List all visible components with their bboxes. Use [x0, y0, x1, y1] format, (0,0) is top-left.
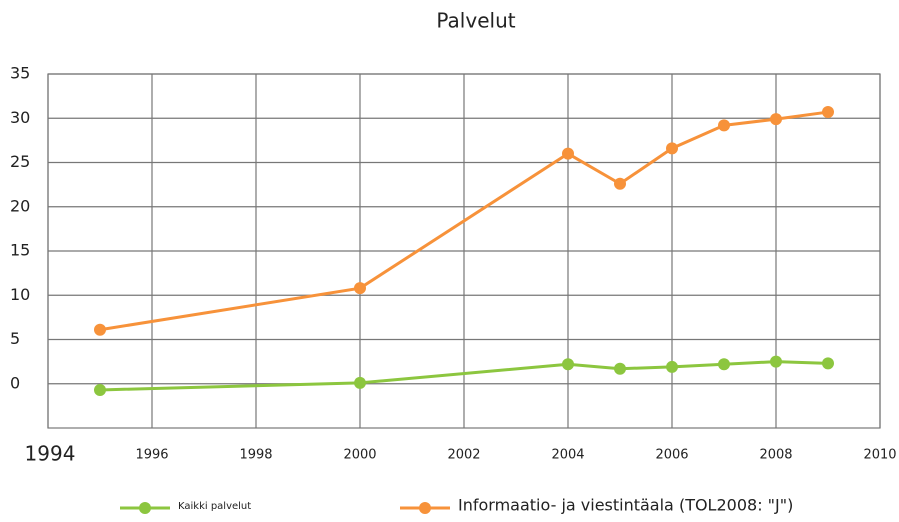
data-point: [614, 177, 626, 190]
data-point: [822, 357, 834, 370]
data-point: [614, 362, 626, 375]
legend-label: Kaikki palvelut: [178, 501, 251, 512]
y-tick-label: 5: [10, 329, 20, 348]
data-point: [718, 119, 730, 132]
legend-marker: [419, 502, 431, 514]
x-tick-label: 1998: [239, 448, 272, 463]
data-point: [354, 282, 366, 295]
data-point: [562, 147, 574, 160]
series-line: [99, 360, 829, 392]
data-point: [666, 142, 678, 155]
y-tick-label: 15: [10, 241, 30, 260]
data-point: [94, 383, 106, 396]
x-tick-label: 2000: [343, 448, 376, 463]
x-tick-label: 1996: [135, 448, 168, 463]
y-tick-label: 20: [10, 196, 30, 215]
y-tick-label: 35: [10, 64, 30, 83]
y-tick-label: 25: [10, 152, 30, 171]
data-point: [770, 355, 782, 368]
data-point: [94, 323, 106, 336]
x-tick-label: 2010: [863, 448, 896, 463]
x-tick-label: 2002: [447, 448, 480, 463]
x-tick-label: 2004: [551, 448, 584, 463]
y-tick-label: 10: [10, 285, 30, 304]
x-tick-label: 1994: [25, 442, 76, 466]
data-point: [354, 376, 366, 389]
x-tick-label: 2008: [759, 448, 792, 463]
chart-title: Palvelut: [436, 9, 515, 33]
y-tick-label: 30: [10, 108, 30, 127]
legend-marker: [139, 502, 151, 514]
data-point: [562, 358, 574, 371]
series-line: [99, 110, 829, 332]
data-point: [666, 360, 678, 373]
y-tick-label: 0: [10, 373, 20, 392]
data-point: [822, 106, 834, 119]
data-point: [718, 358, 730, 371]
x-tick-label: 2006: [655, 448, 688, 463]
legend-label: Informaatio- ja viestintäala (TOL2008: "…: [458, 496, 793, 515]
data-point: [770, 113, 782, 126]
